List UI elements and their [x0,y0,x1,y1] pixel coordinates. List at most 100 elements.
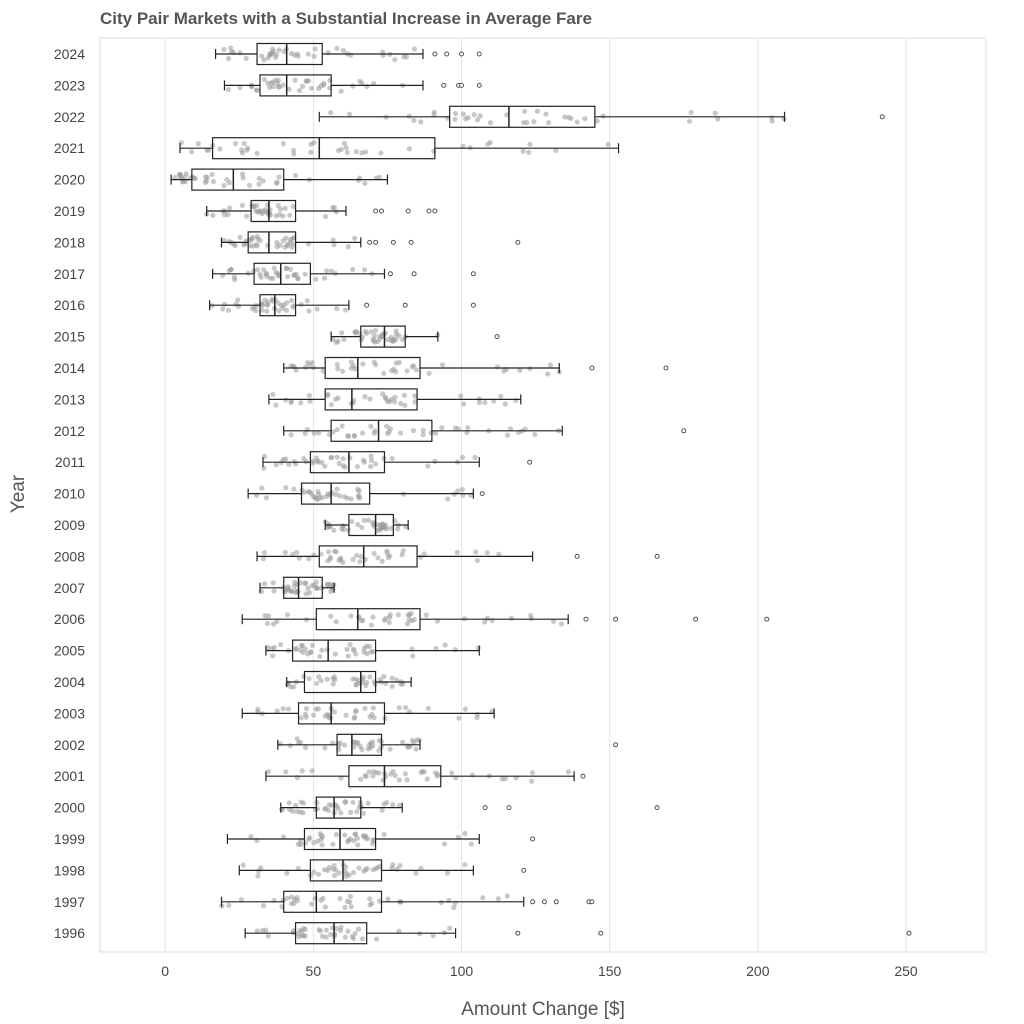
jitter-point [289,297,295,304]
jitter-point [366,769,372,775]
chart-title: City Pair Markets with a Substantial Inc… [100,9,592,28]
jitter-point [209,171,215,178]
jitter-point [471,112,477,118]
jitter-point [225,307,232,313]
jitter-point [291,272,297,279]
jitter-point [332,651,338,657]
jitter-point [238,897,245,903]
outlier-point [494,334,500,340]
jitter-point [430,932,436,939]
jitter-point [259,485,265,491]
box-2010 [247,482,485,505]
jitter-point [452,425,459,431]
jitter-point [420,427,426,433]
jitter-point [287,743,293,749]
jitter-point [333,491,339,497]
jitter-point [400,548,406,554]
outlier-point [470,302,476,308]
jitter-point [459,486,465,493]
outlier-point [373,208,379,214]
jitter-point [489,708,495,714]
jitter-point [205,147,212,153]
jitter-point [304,298,310,304]
iqr-box [324,356,421,380]
jitter-point [425,463,431,469]
jitter-point [293,367,299,373]
jitter-point [315,871,322,877]
jitter-point [350,266,356,273]
jitter-point [274,239,280,246]
jitter-point [309,768,315,774]
jitter-point [371,550,377,557]
jitter-point [277,741,283,747]
jitter-point [381,370,387,376]
y-tick-label: 2000 [54,800,85,816]
jitter-point [318,833,324,839]
jitter-point [324,493,330,499]
jitter-point [338,556,344,563]
box-1996 [244,922,912,945]
jitter-point [387,746,393,752]
jitter-point [402,402,408,408]
jitter-point [314,585,320,591]
jitter-point [329,454,335,461]
jitter-point [376,898,382,904]
jitter-point [368,329,374,335]
jitter-point [469,772,476,778]
jitter-point [241,140,247,147]
jitter-point [357,78,363,84]
box-2017 [212,262,476,285]
jitter-point [319,647,325,653]
jitter-point [393,369,399,375]
jitter-point [331,242,337,248]
box-2020 [170,168,389,191]
outlier-point [589,365,595,371]
jitter-point [301,932,307,939]
jitter-point [368,423,374,429]
iqr-box [348,513,394,537]
jitter-point [299,83,306,89]
outlier-point [654,805,660,811]
jitter-point [341,336,347,343]
jitter-point [319,459,325,466]
jitter-point [331,527,337,533]
jitter-point [283,456,289,462]
jitter-point [305,489,311,495]
iqr-box [191,168,285,191]
jitter-point [235,297,241,303]
jitter-point [337,493,343,499]
jitter-point [254,928,260,934]
jitter-point [355,486,361,492]
jitter-point [239,150,246,156]
jitter-point [458,393,464,399]
jitter-point [263,927,269,933]
jitter-point [280,213,286,219]
jitter-point [326,714,332,721]
jitter-point [359,936,366,942]
jitter-point [547,362,554,368]
jitter-point [296,934,302,940]
jitter-point [291,147,297,153]
jitter-point [528,778,535,784]
jitter-point [433,430,439,436]
jitter-point [345,244,351,250]
box-2008 [256,545,660,568]
jitter-point [291,486,297,492]
jitter-point [335,366,341,372]
box-2021 [179,137,620,160]
y-tick-label: 2012 [54,423,85,439]
jitter-point [367,674,373,680]
jitter-point [462,862,468,868]
jitter-point [294,809,300,815]
jitter-point [272,54,279,60]
jitter-point [359,747,365,753]
jitter-point [348,904,354,910]
jitter-point [769,114,775,121]
jitter-point [293,802,299,808]
jitter-point [239,202,246,209]
jitter-point [550,618,557,624]
outlier-point [367,239,373,245]
jitter-point [328,931,334,937]
jitter-point [292,172,299,179]
jitter-point [279,302,285,309]
